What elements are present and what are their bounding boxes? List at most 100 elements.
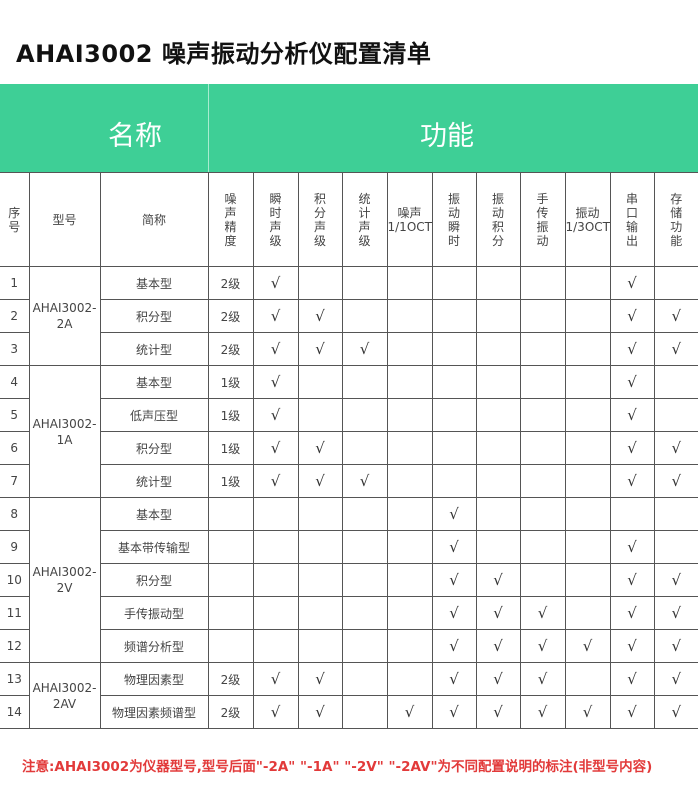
empty-cell — [386, 464, 433, 498]
check-icon: √ — [297, 662, 343, 696]
check-icon: √ — [475, 662, 521, 696]
table-row: 5 低声压型 1级 √ √ — [0, 398, 698, 432]
row-index: 14 — [0, 695, 30, 729]
table-row: 13 AHAI3002-2AV 物理因素型 2级 √ √ √ √ √ √ √ — [0, 662, 698, 729]
empty-cell — [386, 332, 433, 366]
check-icon: √ — [653, 563, 698, 597]
header-model-label: 型号 — [52, 212, 77, 227]
header-function-label: 瞬时声级 — [269, 191, 282, 248]
short-name: 基本型 — [99, 497, 209, 531]
check-icon: √ — [609, 332, 655, 366]
empty-cell — [386, 530, 433, 564]
empty-cell — [341, 695, 388, 729]
short-name: 积分型 — [99, 431, 209, 465]
empty-cell — [564, 530, 611, 564]
table-row: 4 AHAI3002-1A 基本型 1级 √ √ — [0, 365, 698, 498]
noise-grade: 2级 — [207, 662, 254, 696]
empty-cell — [519, 530, 566, 564]
header-function-label: 振动积分 — [491, 191, 504, 248]
empty-cell — [564, 563, 611, 597]
check-icon: √ — [519, 629, 566, 663]
empty-cell — [386, 563, 433, 597]
empty-cell — [564, 662, 611, 696]
short-name: 积分型 — [99, 563, 209, 597]
check-icon: √ — [609, 695, 655, 729]
empty-cell — [386, 365, 433, 399]
empty-cell — [431, 332, 477, 366]
check-icon: √ — [653, 464, 698, 498]
empty-cell — [519, 563, 566, 597]
check-icon: √ — [609, 629, 655, 663]
noise-grade: 2级 — [207, 299, 254, 333]
check-icon: √ — [341, 464, 388, 498]
name-section-label: 名称 — [108, 121, 162, 152]
empty-cell — [519, 299, 566, 333]
empty-cell — [564, 431, 611, 465]
check-icon: √ — [252, 332, 299, 366]
empty-cell — [475, 299, 521, 333]
empty-cell — [475, 497, 521, 531]
table-row: 12 频谱分析型 √ √ √ √ √ √ — [0, 629, 698, 663]
header-function: 噪声精度 — [207, 172, 254, 267]
header-function: 统计声级 — [341, 172, 388, 267]
model-cell: AHAI3002-2A — [28, 266, 101, 366]
empty-cell — [341, 497, 388, 531]
empty-cell — [653, 266, 698, 300]
check-icon: √ — [519, 695, 566, 729]
check-icon: √ — [475, 695, 521, 729]
empty-cell — [564, 497, 611, 531]
table-row: 6 积分型 1级 √ √ √ √ — [0, 431, 698, 465]
empty-cell — [341, 266, 388, 300]
header-function-label: 串口输出 — [625, 191, 638, 248]
empty-cell — [431, 365, 477, 399]
noise-grade: 1级 — [207, 365, 254, 399]
empty-cell — [653, 398, 698, 432]
header-row: 序号 型号 简称 噪声精度 瞬时声级 积分声级 统计声级 噪声1/1OCT 振动瞬时 振动积分 手传… — [0, 172, 698, 267]
check-icon: √ — [653, 662, 698, 696]
name-section: 名称 — [0, 84, 209, 172]
table-row: 1 AHAI3002-2A 基本型 2级 √ √ — [0, 266, 698, 366]
table-row: 9 基本带传输型 √ √ — [0, 530, 698, 564]
empty-cell — [341, 563, 388, 597]
empty-cell — [564, 398, 611, 432]
empty-cell — [297, 563, 343, 597]
empty-cell — [475, 431, 521, 465]
empty-cell — [519, 332, 566, 366]
noise-grade — [207, 497, 254, 531]
short-name: 统计型 — [99, 332, 209, 366]
empty-cell — [341, 629, 388, 663]
empty-cell — [341, 530, 388, 564]
check-icon: √ — [609, 464, 655, 498]
empty-cell — [431, 299, 477, 333]
header-band: 名称 功能 — [0, 84, 698, 172]
row-index: 2 — [0, 299, 30, 333]
empty-cell — [297, 530, 343, 564]
empty-cell — [431, 431, 477, 465]
row-index: 6 — [0, 431, 30, 465]
function-section-label: 功能 — [420, 121, 474, 152]
header-function: 振动瞬时 — [431, 172, 477, 267]
check-icon: √ — [653, 596, 698, 630]
empty-cell — [386, 596, 433, 630]
row-index: 3 — [0, 332, 30, 366]
table-row: 2 积分型 2级 √ √ √ √ — [0, 299, 698, 333]
empty-cell — [564, 596, 611, 630]
header-function-label: 手传振动 — [536, 191, 549, 248]
check-icon: √ — [564, 629, 611, 663]
empty-cell — [386, 497, 433, 531]
check-icon: √ — [252, 662, 299, 696]
check-icon: √ — [297, 332, 343, 366]
check-icon: √ — [609, 398, 655, 432]
check-icon: √ — [653, 332, 698, 366]
check-icon: √ — [297, 695, 343, 729]
empty-cell — [431, 464, 477, 498]
empty-cell — [297, 398, 343, 432]
empty-cell — [564, 332, 611, 366]
empty-cell — [431, 398, 477, 432]
empty-cell — [341, 365, 388, 399]
empty-cell — [297, 497, 343, 531]
empty-cell — [475, 332, 521, 366]
check-icon: √ — [252, 464, 299, 498]
check-icon: √ — [475, 629, 521, 663]
check-icon: √ — [252, 365, 299, 399]
